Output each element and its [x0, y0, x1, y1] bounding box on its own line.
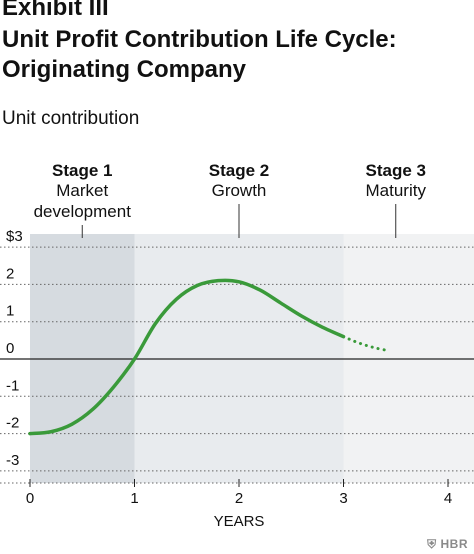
series-line-contribution [28, 278, 346, 436]
x-tick-label: 1 [130, 490, 138, 507]
logo-text: HBR [440, 537, 468, 551]
stage-desc-1: development [34, 202, 132, 221]
chart-title-line-2: Originating Company [2, 56, 247, 83]
y-tick-label: 0 [6, 340, 14, 357]
stage-name-2: Stage 2 [209, 161, 269, 180]
stage-desc-2: Growth [212, 181, 267, 200]
x-tick-label: 2 [235, 490, 243, 507]
stage-desc-1: Market [56, 181, 108, 200]
x-tick-label: 3 [339, 490, 347, 507]
exhibit-label: Exhibit III [2, 0, 109, 21]
y-tick-label: -3 [6, 452, 19, 469]
x-tick-label: 4 [444, 490, 452, 507]
y-tick-label: 2 [6, 265, 14, 282]
stage-name-3: Stage 3 [366, 161, 426, 180]
stage-name-1: Stage 1 [52, 161, 112, 180]
series-line-projection [342, 335, 387, 352]
chart-title-line-1: Unit Profit Contribution Life Cycle: [2, 26, 397, 53]
shield-icon: ⛨ [427, 537, 437, 551]
hbr-logo: ⛨ HBR [427, 537, 468, 552]
x-axis-ticks: 0 1 2 3 4 [0, 479, 474, 507]
y-tick-label: 1 [6, 303, 14, 320]
y-axis-ticks: $3 2 1 0 -1 -2 -3 [0, 228, 474, 472]
y-tick-label: -2 [6, 415, 19, 432]
stage-desc-3: Maturity [366, 181, 427, 200]
x-axis-title: YEARS [214, 513, 265, 530]
y-axis-label: Unit contribution [2, 108, 140, 129]
x-tick-label: 0 [26, 490, 34, 507]
series-lines [28, 278, 387, 436]
y-tick-label: -1 [6, 377, 19, 394]
y-tick-label: $3 [6, 228, 23, 245]
